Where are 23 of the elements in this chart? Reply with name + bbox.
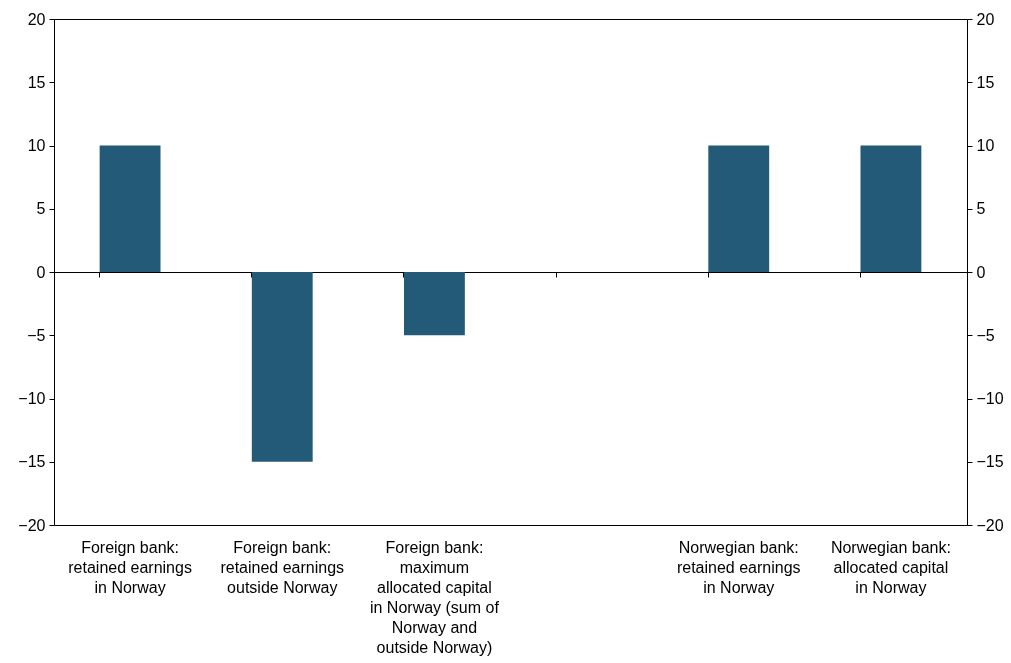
x-tick-label: Norwegian bank: allocated capital in Norway <box>830 538 951 596</box>
y2-tick-label: −10 <box>976 390 1004 407</box>
y-tick-label: 20 <box>27 10 46 28</box>
y2-tick-label: 5 <box>976 200 986 218</box>
y-tick-label: 10 <box>27 137 46 154</box>
y-tick-label: 15 <box>27 73 46 91</box>
y2-tick-label: 10 <box>976 137 995 154</box>
y2-tick-label: −5 <box>976 326 995 344</box>
y2-tick-label: −20 <box>976 516 1004 534</box>
x-tick-label: Foreign bank: retained earnings in Norway <box>68 538 192 596</box>
y2-tick-label: 15 <box>976 73 995 91</box>
x-tick-label: Foreign bank: maximum allocated capital in Norway (sum of Norway and outside Norway) <box>369 538 500 656</box>
y-tick-label: 5 <box>36 200 46 218</box>
y-tick-label: 0 <box>36 263 46 281</box>
x-tick-label: Norwegian bank: retained earnings in Norway <box>676 538 801 596</box>
y-tick-label: −15 <box>18 453 46 471</box>
y2-tick-label: 20 <box>976 10 995 28</box>
y-tick-label: −10 <box>18 390 46 407</box>
y-tick-label: −5 <box>27 326 46 344</box>
y-tick-label: −20 <box>18 516 46 534</box>
y2-tick-label: 0 <box>976 263 986 281</box>
y2-tick-label: −15 <box>976 453 1004 471</box>
x-tick-label: Foreign bank: retained earnings outside Norway <box>220 538 345 596</box>
